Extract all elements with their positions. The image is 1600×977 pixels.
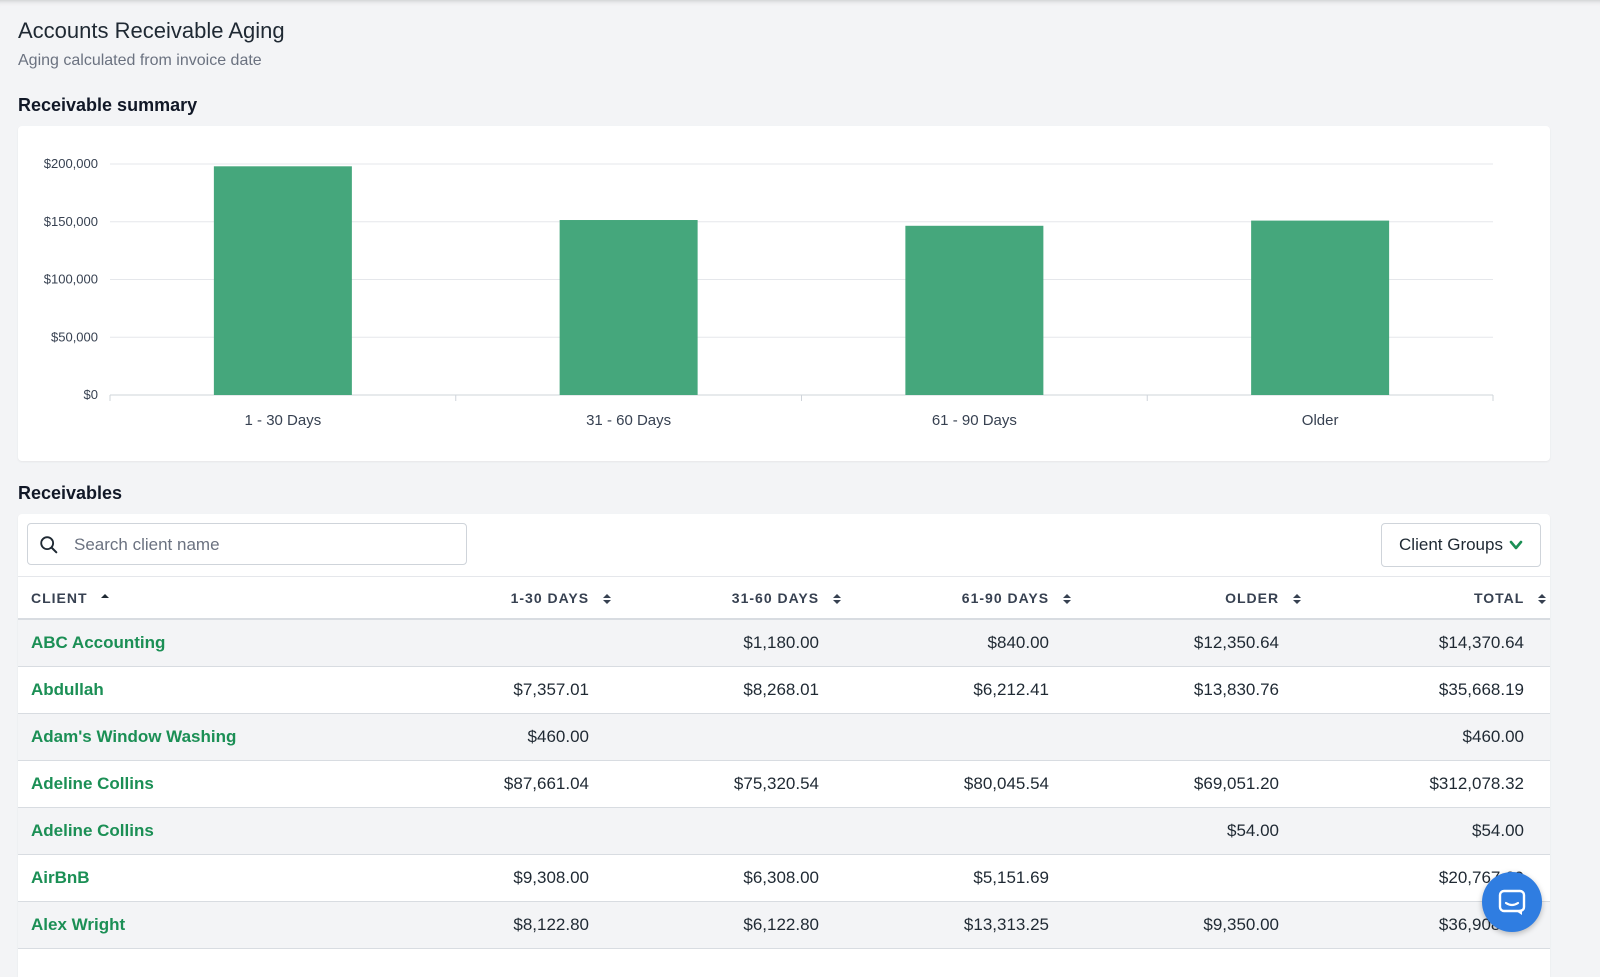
client-link[interactable]: Adam's Window Washing [31, 727, 237, 746]
column-header-1-30[interactable]: 1-30 DAYS [511, 577, 612, 619]
summary-chart-card: $0 $50,000 $100,000 $150,000 $200,000 1 - 30 … [18, 126, 1550, 461]
sort-icon [1538, 594, 1546, 605]
cell-31-60: $1,180.00 [743, 633, 819, 652]
table-row: ABC Accounting $1,180.00 $840.00 $12,350… [18, 620, 1550, 667]
client-link[interactable]: Abdullah [31, 680, 104, 699]
cell-31-60: $6,122.80 [743, 915, 819, 934]
cell-1-30: $9,308.00 [513, 868, 589, 887]
client-link[interactable]: ABC Accounting [31, 633, 166, 652]
chat-icon [1498, 889, 1526, 915]
aging-bar-chart: $0 $50,000 $100,000 $150,000 $200,000 1 - 30 … [44, 156, 1494, 429]
cell-older: $69,051.20 [1193, 774, 1279, 793]
cell-1-30: $87,661.04 [503, 774, 589, 793]
cell-total: $35,668.19 [1438, 680, 1524, 699]
bar [905, 225, 1044, 395]
bar [1251, 220, 1390, 395]
table-row: Alex Wright $8,122.80 $6,122.80 $13,313.… [18, 902, 1550, 949]
cell-31-60: $75,320.54 [733, 774, 819, 793]
column-header-61-90[interactable]: 61-90 DAYS [962, 577, 1072, 619]
cell-61-90: $6,212.41 [973, 680, 1049, 699]
cell-total: $460.00 [1462, 727, 1524, 746]
y-tick-label: $100,000 [44, 272, 98, 287]
column-header-total[interactable]: TOTAL [1474, 577, 1547, 619]
cell-total: $312,078.32 [1429, 774, 1524, 793]
search-icon [40, 536, 58, 554]
x-category-label: 61 - 90 Days [932, 412, 1017, 429]
sort-icon [1063, 594, 1071, 605]
cell-61-90: $13,313.25 [963, 915, 1049, 934]
cell-1-30: $8,122.80 [513, 915, 589, 934]
client-link[interactable]: Adeline Collins [31, 821, 154, 840]
table-body: ABC Accounting $1,180.00 $840.00 $12,350… [18, 620, 1550, 949]
sort-ascending-icon [101, 594, 110, 599]
column-header-older[interactable]: OLDER [1225, 577, 1302, 619]
client-groups-label: Client Groups [1399, 535, 1503, 554]
cell-total: $54.00 [1472, 821, 1524, 840]
client-link[interactable]: Adeline Collins [31, 774, 154, 793]
cell-older: $54.00 [1227, 821, 1279, 840]
chat-launcher-button[interactable] [1482, 872, 1542, 932]
receivables-table-card: Client Groups CLIENT 1-30 DAYS 31-60 DAY… [18, 514, 1550, 977]
cell-total: $14,370.64 [1438, 633, 1524, 652]
search-input[interactable] [72, 530, 456, 560]
bar [559, 220, 698, 395]
chevron-down-icon [1509, 540, 1523, 550]
table-row: Abdullah $7,357.01 $8,268.01 $6,212.41 $… [18, 667, 1550, 714]
client-link[interactable]: Alex Wright [31, 915, 126, 934]
y-tick-label: $0 [84, 387, 98, 402]
page-subtitle: Aging calculated from invoice date [18, 52, 262, 69]
column-header-31-60[interactable]: 31-60 DAYS [732, 577, 842, 619]
page-title: Accounts Receivable Aging [18, 18, 285, 43]
sort-icon [833, 594, 841, 605]
cell-older: $13,830.76 [1193, 680, 1279, 699]
table-header: CLIENT 1-30 DAYS 31-60 DAYS 61-90 DAYS [18, 576, 1550, 620]
x-category-label: Older [1302, 412, 1339, 429]
table-row: Adeline Collins $87,661.04 $75,320.54 $8… [18, 761, 1550, 808]
column-header-client[interactable]: CLIENT [31, 577, 110, 619]
search-box [27, 523, 467, 565]
table-row: Adam's Window Washing $460.00 $460.00 [18, 714, 1550, 761]
receivables-title: Receivables [18, 483, 123, 503]
cell-31-60: $6,308.00 [743, 868, 819, 887]
client-link[interactable]: AirBnB [31, 868, 90, 887]
sort-icon [1293, 594, 1301, 605]
sort-icon [603, 594, 611, 605]
cell-61-90: $5,151.69 [973, 868, 1049, 887]
summary-title: Receivable summary [18, 95, 198, 115]
cell-1-30: $460.00 [527, 727, 589, 746]
cell-older: $12,350.64 [1193, 633, 1279, 652]
x-category-label: 1 - 30 Days [245, 412, 322, 429]
table-row: AirBnB $9,308.00 $6,308.00 $5,151.69 $20… [18, 855, 1550, 902]
cell-1-30: $7,357.01 [513, 680, 589, 699]
cell-61-90: $840.00 [987, 633, 1049, 652]
cell-older: $9,350.00 [1203, 915, 1279, 934]
y-tick-label: $200,000 [44, 156, 98, 171]
y-tick-label: $50,000 [51, 329, 98, 344]
cell-61-90: $80,045.54 [963, 774, 1049, 793]
table-row: Adeline Collins $54.00 $54.00 [18, 808, 1550, 855]
x-category-label: 31 - 60 Days [586, 412, 671, 429]
y-tick-label: $150,000 [44, 214, 98, 229]
bar [213, 166, 352, 395]
cell-31-60: $8,268.01 [743, 680, 819, 699]
client-groups-button[interactable]: Client Groups [1381, 523, 1541, 567]
